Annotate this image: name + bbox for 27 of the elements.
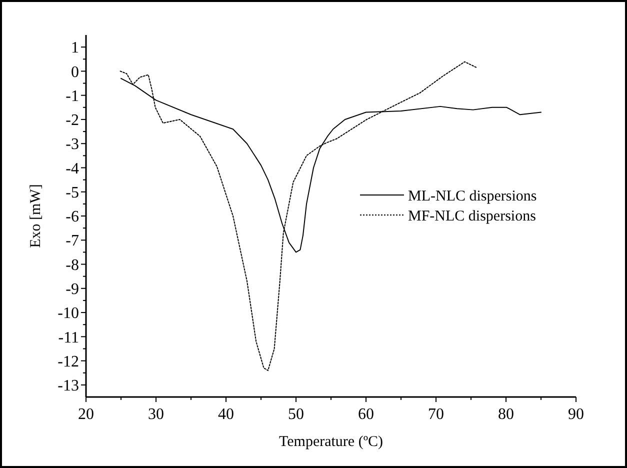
y-tick-label: -4 — [66, 160, 79, 178]
x-axis-title: Temperature (ºC) — [279, 434, 383, 450]
y-tick-label: -1 — [66, 88, 79, 105]
x-tick-label: 90 — [568, 406, 584, 423]
y-tick-label: -10 — [58, 305, 79, 322]
x-tick-label: 70 — [428, 406, 444, 423]
y-tick-label: -13 — [58, 378, 79, 395]
y-tick-label: 0 — [71, 64, 79, 81]
y-tick-label: -9 — [66, 281, 79, 298]
x-tick-label: 20 — [78, 406, 94, 423]
x-tick-label: 30 — [148, 406, 164, 423]
y-axis-title: Exo [mW] — [28, 184, 44, 248]
y-tick-label: -5 — [66, 184, 79, 202]
y-tick-label: -2 — [66, 112, 79, 130]
legend-label: MF-NLC dispersions — [408, 208, 536, 224]
y-tick-label: 1 — [71, 40, 79, 57]
x-tick-label: 60 — [358, 406, 374, 423]
x-tick-label: 40 — [218, 406, 234, 423]
y-tick-label: -12 — [58, 353, 79, 370]
y-tick-label: -6 — [66, 208, 79, 226]
y-tick-label: -3 — [66, 136, 79, 154]
x-tick-label: 80 — [498, 406, 514, 423]
x-tick-label: 50 — [288, 406, 304, 423]
y-tick-label: -8 — [66, 256, 79, 274]
legend-label: ML-NLC dispersions — [408, 188, 537, 204]
y-tick-label: -11 — [58, 329, 79, 346]
y-tick-label: -7 — [66, 232, 79, 250]
